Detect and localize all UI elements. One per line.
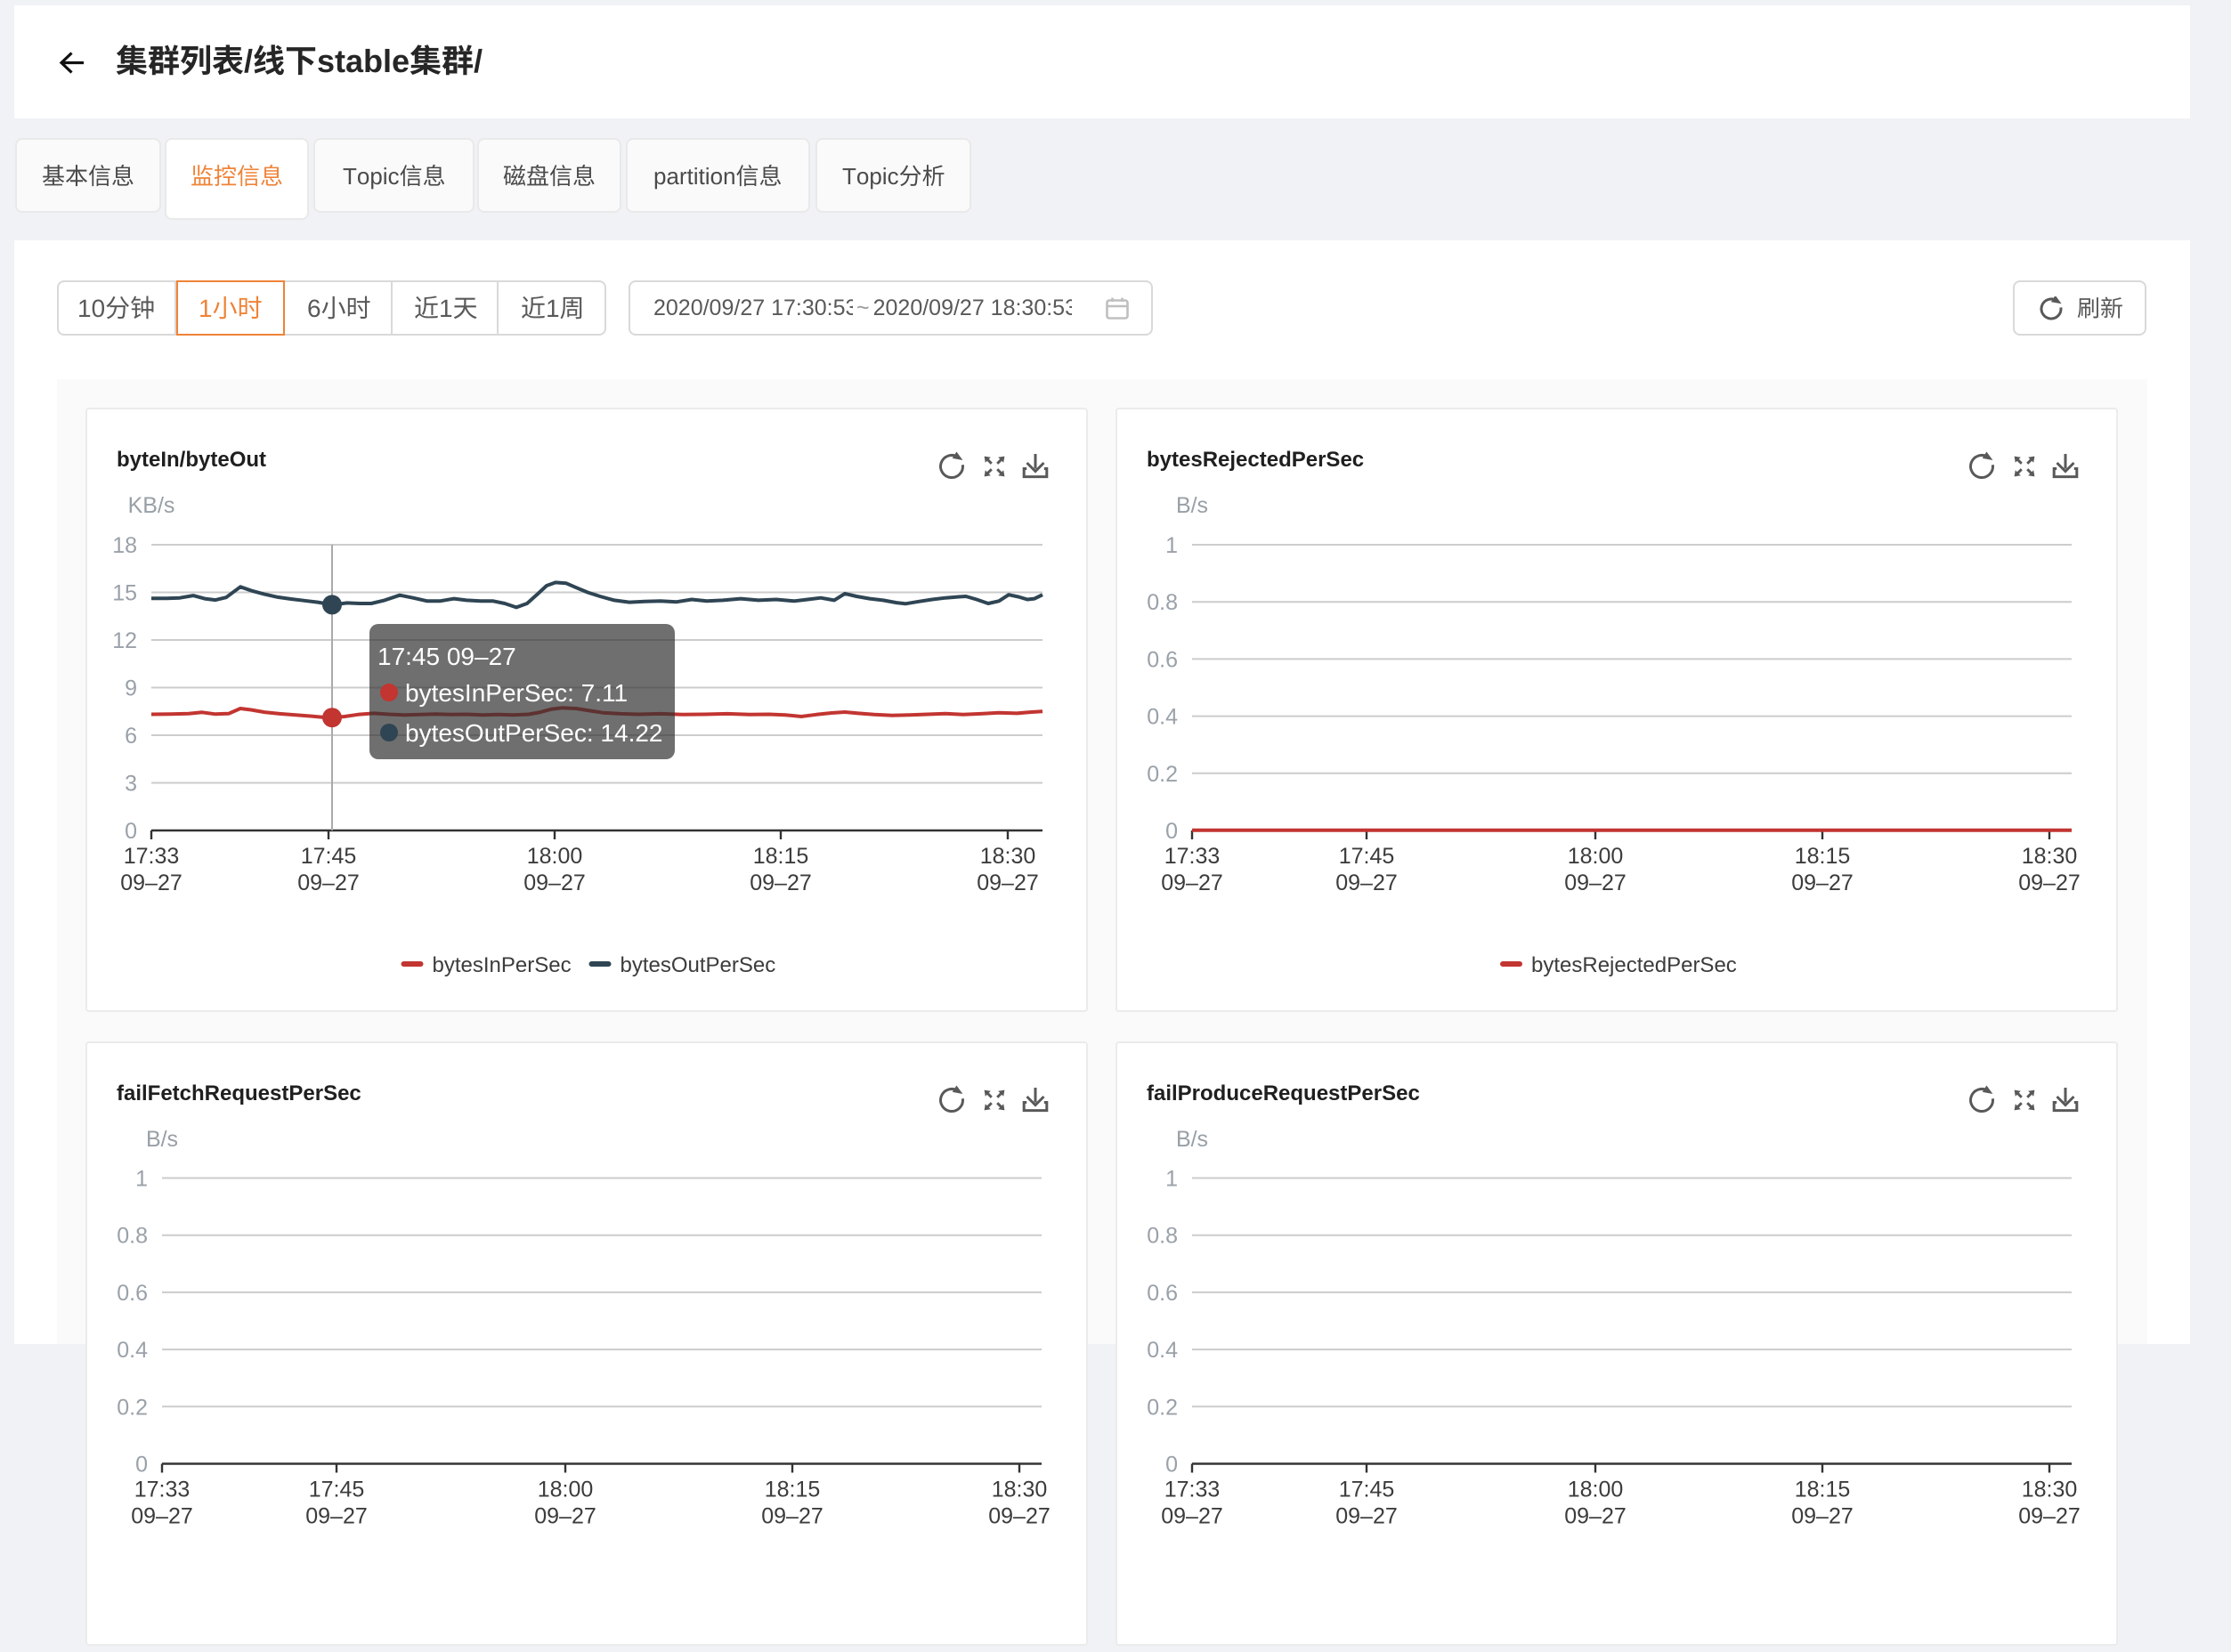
- svg-text:B/s: B/s: [146, 1127, 178, 1152]
- svg-text:09–27: 09–27: [750, 871, 812, 895]
- svg-text:09–27: 09–27: [120, 871, 183, 895]
- svg-text:0: 0: [125, 819, 137, 844]
- svg-text:09–27: 09–27: [1335, 1504, 1398, 1529]
- svg-text:18:00: 18:00: [1568, 844, 1624, 869]
- svg-text:0.8: 0.8: [117, 1224, 148, 1249]
- svg-text:18:15: 18:15: [1795, 1478, 1851, 1502]
- svg-text:bytesInPerSec: bytesInPerSec: [433, 953, 572, 977]
- svg-text:failProduceRequestPerSec: failProduceRequestPerSec: [1147, 1081, 1420, 1105]
- svg-text:bytesRejectedPerSec: bytesRejectedPerSec: [1147, 448, 1364, 472]
- svg-text:09–27: 09–27: [761, 1504, 823, 1529]
- svg-text:bytesOutPerSec: bytesOutPerSec: [621, 953, 776, 977]
- svg-text:6: 6: [125, 724, 137, 749]
- svg-text:bytesInPerSec: 7.11: bytesInPerSec: 7.11: [405, 679, 628, 707]
- svg-text:0.2: 0.2: [1147, 762, 1178, 787]
- svg-text:18:00: 18:00: [1568, 1478, 1624, 1502]
- svg-text:1: 1: [1165, 533, 1178, 558]
- svg-text:17:33: 17:33: [124, 844, 180, 869]
- svg-text:1: 1: [1165, 1167, 1178, 1192]
- svg-text:09–27: 09–27: [2018, 871, 2081, 895]
- svg-text:17:45 09–27: 17:45 09–27: [377, 643, 516, 670]
- svg-text:9: 9: [125, 676, 137, 701]
- svg-text:0.8: 0.8: [1147, 1224, 1178, 1249]
- svg-text:09–27: 09–27: [1791, 871, 1854, 895]
- svg-text:0.6: 0.6: [1147, 1281, 1178, 1306]
- svg-text:18:15: 18:15: [1795, 844, 1851, 869]
- svg-text:0.6: 0.6: [117, 1281, 148, 1306]
- svg-text:3: 3: [125, 772, 137, 797]
- svg-text:1: 1: [135, 1167, 148, 1192]
- svg-text:byteIn/byteOut: byteIn/byteOut: [117, 448, 266, 472]
- svg-text:0: 0: [1165, 819, 1178, 844]
- svg-text:18:30: 18:30: [992, 1478, 1048, 1502]
- svg-text:B/s: B/s: [1176, 1127, 1208, 1152]
- svg-text:KB/s: KB/s: [128, 493, 175, 518]
- svg-text:09–27: 09–27: [1564, 1504, 1627, 1529]
- svg-text:failFetchRequestPerSec: failFetchRequestPerSec: [117, 1081, 361, 1105]
- svg-text:17:45: 17:45: [301, 844, 357, 869]
- svg-text:17:33: 17:33: [1164, 1478, 1221, 1502]
- svg-text:09–27: 09–27: [977, 871, 1039, 895]
- svg-text:18:00: 18:00: [527, 844, 583, 869]
- svg-text:0.4: 0.4: [1147, 1338, 1178, 1363]
- svg-text:0.6: 0.6: [1147, 647, 1178, 672]
- svg-text:18: 18: [112, 533, 137, 558]
- svg-text:09–27: 09–27: [534, 1504, 596, 1529]
- svg-text:0.4: 0.4: [117, 1338, 148, 1363]
- svg-text:09–27: 09–27: [523, 871, 586, 895]
- svg-text:09–27: 09–27: [1161, 871, 1223, 895]
- svg-text:18:00: 18:00: [538, 1478, 594, 1502]
- svg-text:09–27: 09–27: [1161, 1504, 1223, 1529]
- svg-text:15: 15: [112, 581, 137, 606]
- svg-text:09–27: 09–27: [988, 1504, 1051, 1529]
- svg-text:0: 0: [135, 1453, 148, 1478]
- svg-text:0.2: 0.2: [1147, 1395, 1178, 1420]
- svg-text:bytesOutPerSec: 14.22: bytesOutPerSec: 14.22: [405, 719, 663, 747]
- svg-text:18:15: 18:15: [765, 1478, 821, 1502]
- svg-text:17:45: 17:45: [1339, 1478, 1395, 1502]
- svg-text:18:30: 18:30: [980, 844, 1036, 869]
- svg-text:09–27: 09–27: [2018, 1504, 2081, 1529]
- svg-text:0: 0: [1165, 1453, 1178, 1478]
- svg-text:09–27: 09–27: [1564, 871, 1627, 895]
- svg-text:09–27: 09–27: [131, 1504, 193, 1529]
- svg-text:B/s: B/s: [1176, 493, 1208, 518]
- svg-text:18:15: 18:15: [753, 844, 809, 869]
- svg-text:09–27: 09–27: [1791, 1504, 1854, 1529]
- svg-text:17:45: 17:45: [1339, 844, 1395, 869]
- svg-text:09–27: 09–27: [297, 871, 360, 895]
- svg-text:18:30: 18:30: [2022, 844, 2078, 869]
- svg-text:17:45: 17:45: [309, 1478, 365, 1502]
- svg-text:bytesRejectedPerSec: bytesRejectedPerSec: [1531, 953, 1737, 977]
- svg-text:0.2: 0.2: [117, 1395, 148, 1420]
- svg-text:09–27: 09–27: [305, 1504, 368, 1529]
- svg-text:09–27: 09–27: [1335, 871, 1398, 895]
- svg-text:0.4: 0.4: [1147, 705, 1178, 730]
- svg-text:0.8: 0.8: [1147, 590, 1178, 615]
- svg-text:17:33: 17:33: [1164, 844, 1221, 869]
- svg-text:12: 12: [112, 628, 137, 653]
- svg-text:17:33: 17:33: [134, 1478, 191, 1502]
- svg-text:18:30: 18:30: [2022, 1478, 2078, 1502]
